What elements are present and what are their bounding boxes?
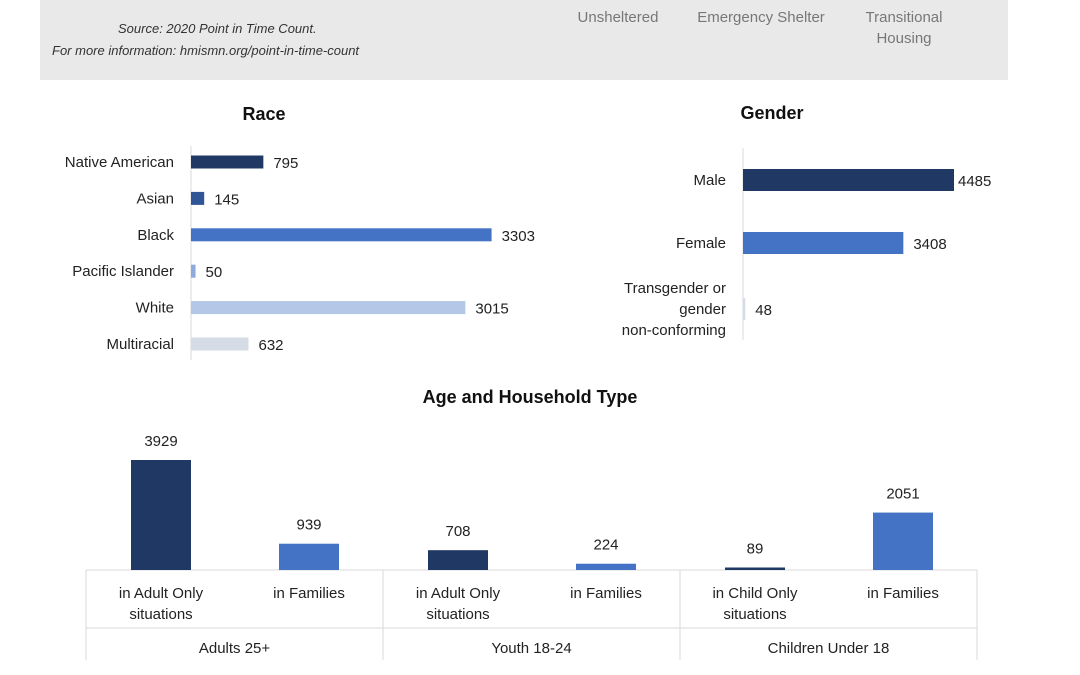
- age-category-label: in Adult Only: [416, 585, 501, 602]
- gender-category-label: gender: [679, 301, 726, 318]
- race-value-label: 50: [206, 264, 223, 281]
- race-category-label: Multiracial: [106, 336, 174, 353]
- gender-value-label: 48: [755, 302, 772, 319]
- race-bar-asian: [191, 191, 205, 205]
- gender-category-label: Transgender or: [624, 280, 726, 297]
- age-value-label: 2051: [886, 486, 919, 503]
- age-bar-youth-18-24-in-families: [576, 563, 636, 570]
- age-category-label: in Families: [570, 585, 642, 602]
- age-group-label: Youth 18-24: [491, 640, 571, 657]
- age-category-label: situations: [129, 606, 192, 623]
- age-value-label: 3929: [144, 433, 177, 450]
- race-bar-multiracial: [191, 337, 249, 351]
- race-bar-native-american: [191, 155, 264, 169]
- gender-bar-transgender-or-gender-non-conforming: [743, 298, 746, 320]
- age-category-label: in Families: [273, 585, 345, 602]
- race-value-label: 3303: [502, 228, 535, 245]
- more-info-note: For more information: hmismn.org/point-i…: [52, 43, 360, 58]
- gender-bar-female: [743, 232, 904, 254]
- gender-category-label: non-conforming: [622, 322, 726, 339]
- age-group-label: Children Under 18: [768, 640, 890, 657]
- age-group-label: Adults 25+: [199, 640, 271, 657]
- race-value-label: 145: [214, 191, 239, 208]
- race-value-label: 632: [259, 337, 284, 354]
- race-chart-title: Race: [242, 104, 286, 124]
- race-category-label: Pacific Islander: [72, 263, 174, 280]
- age-category-label: situations: [426, 606, 489, 623]
- age-category-label: in Child Only: [712, 585, 798, 602]
- age-bar-adults-25-in-adult-only-situations: [131, 460, 191, 570]
- source-note: Source: 2020 Point in Time Count.: [118, 21, 317, 36]
- age-value-label: 708: [445, 523, 470, 540]
- age-bar-children-under-18-in-families: [873, 512, 933, 570]
- gender-category-label: Male: [693, 172, 726, 189]
- header-band: [40, 0, 1008, 80]
- legend-emergency-shelter: Emergency Shelter: [697, 9, 825, 26]
- age-household-chart-title: Age and Household Type: [422, 387, 638, 407]
- race-bar-black: [191, 228, 492, 242]
- legend-transitional-housing: Transitional Housing: [865, 9, 943, 47]
- race-value-label: 3015: [475, 301, 508, 318]
- age-bar-adults-25-in-families: [279, 543, 339, 570]
- age-category-label: in Adult Only: [119, 585, 204, 602]
- age-value-label: 224: [593, 537, 618, 554]
- age-value-label: 89: [747, 541, 764, 558]
- race-value-label: 795: [273, 155, 298, 172]
- race-bar-pacific-islander: [191, 264, 196, 278]
- race-category-label: Asian: [136, 190, 174, 207]
- gender-value-label: 3408: [913, 236, 946, 253]
- age-value-label: 939: [296, 517, 321, 534]
- gender-category-label: Female: [676, 235, 726, 252]
- race-category-label: White: [136, 300, 174, 317]
- race-category-label: Native American: [65, 154, 174, 171]
- race-bar-white: [191, 301, 466, 315]
- gender-chart-title: Gender: [740, 103, 804, 123]
- race-category-label: Black: [137, 227, 174, 244]
- age-bar-children-under-18-in-child-only-situations: [725, 567, 785, 570]
- gender-bar-male: [743, 169, 954, 191]
- age-category-label: in Families: [867, 585, 939, 602]
- age-bar-youth-18-24-in-adult-only-situations: [428, 550, 488, 570]
- age-category-label: situations: [723, 606, 786, 623]
- legend-unsheltered: Unsheltered: [577, 9, 659, 26]
- gender-value-label: 4485: [958, 173, 991, 190]
